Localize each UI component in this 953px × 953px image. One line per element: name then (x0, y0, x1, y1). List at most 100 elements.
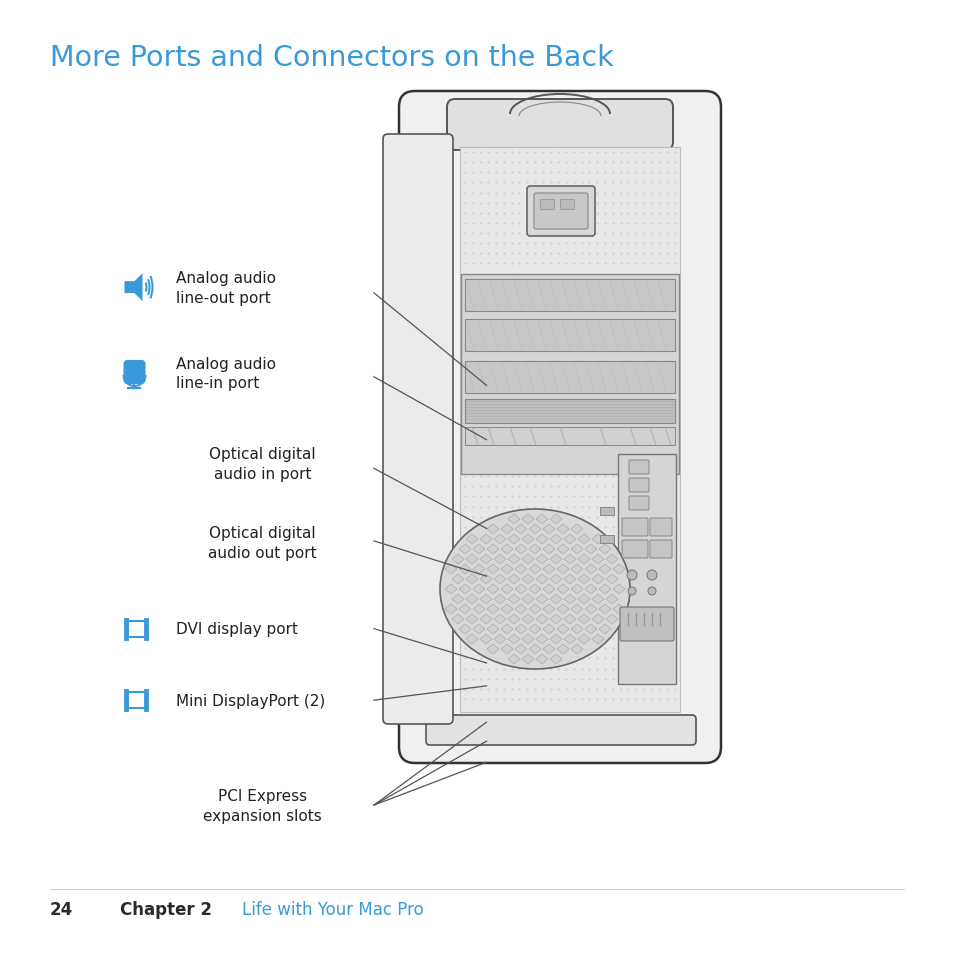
Circle shape (646, 571, 657, 580)
FancyBboxPatch shape (447, 100, 672, 151)
Polygon shape (458, 604, 471, 615)
Polygon shape (557, 584, 568, 595)
Polygon shape (613, 584, 624, 595)
Polygon shape (494, 535, 505, 544)
Polygon shape (494, 635, 505, 644)
Polygon shape (571, 524, 582, 535)
Text: Analog audio
line-in port: Analog audio line-in port (176, 356, 276, 391)
Polygon shape (542, 624, 555, 635)
Circle shape (627, 587, 636, 596)
FancyBboxPatch shape (599, 507, 614, 516)
Polygon shape (550, 655, 561, 664)
Polygon shape (494, 575, 505, 584)
Polygon shape (507, 595, 519, 604)
FancyBboxPatch shape (618, 455, 676, 684)
Polygon shape (578, 615, 589, 624)
Polygon shape (598, 544, 610, 555)
Polygon shape (557, 644, 568, 655)
Polygon shape (444, 564, 456, 575)
Polygon shape (507, 635, 519, 644)
FancyBboxPatch shape (559, 200, 574, 210)
Text: Optical digital
audio in port: Optical digital audio in port (209, 447, 315, 481)
Polygon shape (500, 544, 513, 555)
Polygon shape (473, 584, 484, 595)
Polygon shape (500, 524, 513, 535)
Polygon shape (529, 624, 540, 635)
Polygon shape (550, 515, 561, 524)
Polygon shape (452, 555, 463, 564)
Polygon shape (550, 595, 561, 604)
FancyBboxPatch shape (649, 518, 671, 537)
Bar (464, 361, 675, 394)
Polygon shape (124, 274, 142, 302)
Bar (464, 280, 675, 312)
Polygon shape (563, 595, 576, 604)
Polygon shape (452, 615, 463, 624)
Polygon shape (578, 595, 589, 604)
FancyBboxPatch shape (534, 193, 587, 230)
Polygon shape (542, 604, 555, 615)
Text: Mini DisplayPort (2): Mini DisplayPort (2) (176, 693, 325, 708)
FancyBboxPatch shape (460, 274, 679, 475)
FancyBboxPatch shape (621, 518, 647, 537)
Polygon shape (494, 595, 505, 604)
Polygon shape (598, 624, 610, 635)
Polygon shape (479, 535, 492, 544)
Polygon shape (486, 544, 498, 555)
FancyBboxPatch shape (619, 607, 673, 641)
Polygon shape (592, 635, 603, 644)
Polygon shape (542, 544, 555, 555)
FancyBboxPatch shape (539, 200, 554, 210)
Polygon shape (486, 524, 498, 535)
Polygon shape (542, 564, 555, 575)
Polygon shape (571, 564, 582, 575)
Polygon shape (515, 644, 526, 655)
Text: DVI display port: DVI display port (176, 621, 298, 637)
Polygon shape (515, 624, 526, 635)
Polygon shape (500, 584, 513, 595)
Polygon shape (515, 584, 526, 595)
FancyBboxPatch shape (426, 716, 696, 745)
Polygon shape (571, 544, 582, 555)
Polygon shape (507, 515, 519, 524)
Polygon shape (578, 555, 589, 564)
Polygon shape (550, 535, 561, 544)
Polygon shape (536, 555, 547, 564)
Polygon shape (542, 524, 555, 535)
Polygon shape (613, 564, 624, 575)
Polygon shape (529, 524, 540, 535)
Polygon shape (473, 604, 484, 615)
Polygon shape (592, 615, 603, 624)
Polygon shape (479, 615, 492, 624)
Polygon shape (557, 604, 568, 615)
Polygon shape (557, 624, 568, 635)
Polygon shape (521, 635, 534, 644)
Polygon shape (486, 604, 498, 615)
Polygon shape (473, 564, 484, 575)
Polygon shape (529, 544, 540, 555)
Polygon shape (584, 564, 597, 575)
Text: Life with Your Mac Pro: Life with Your Mac Pro (242, 900, 423, 918)
FancyBboxPatch shape (526, 187, 595, 236)
Bar (129, 693, 147, 708)
Polygon shape (479, 575, 492, 584)
FancyBboxPatch shape (382, 135, 453, 724)
Polygon shape (571, 644, 582, 655)
Text: Chapter 2: Chapter 2 (120, 900, 212, 918)
FancyBboxPatch shape (398, 91, 720, 763)
Polygon shape (536, 655, 547, 664)
Polygon shape (444, 604, 456, 615)
Polygon shape (500, 624, 513, 635)
Polygon shape (515, 544, 526, 555)
Polygon shape (521, 555, 534, 564)
Ellipse shape (439, 510, 629, 669)
Polygon shape (563, 635, 576, 644)
Polygon shape (486, 644, 498, 655)
Polygon shape (507, 535, 519, 544)
Polygon shape (584, 624, 597, 635)
Polygon shape (605, 575, 618, 584)
Polygon shape (500, 564, 513, 575)
Polygon shape (515, 524, 526, 535)
Polygon shape (536, 515, 547, 524)
Polygon shape (507, 615, 519, 624)
